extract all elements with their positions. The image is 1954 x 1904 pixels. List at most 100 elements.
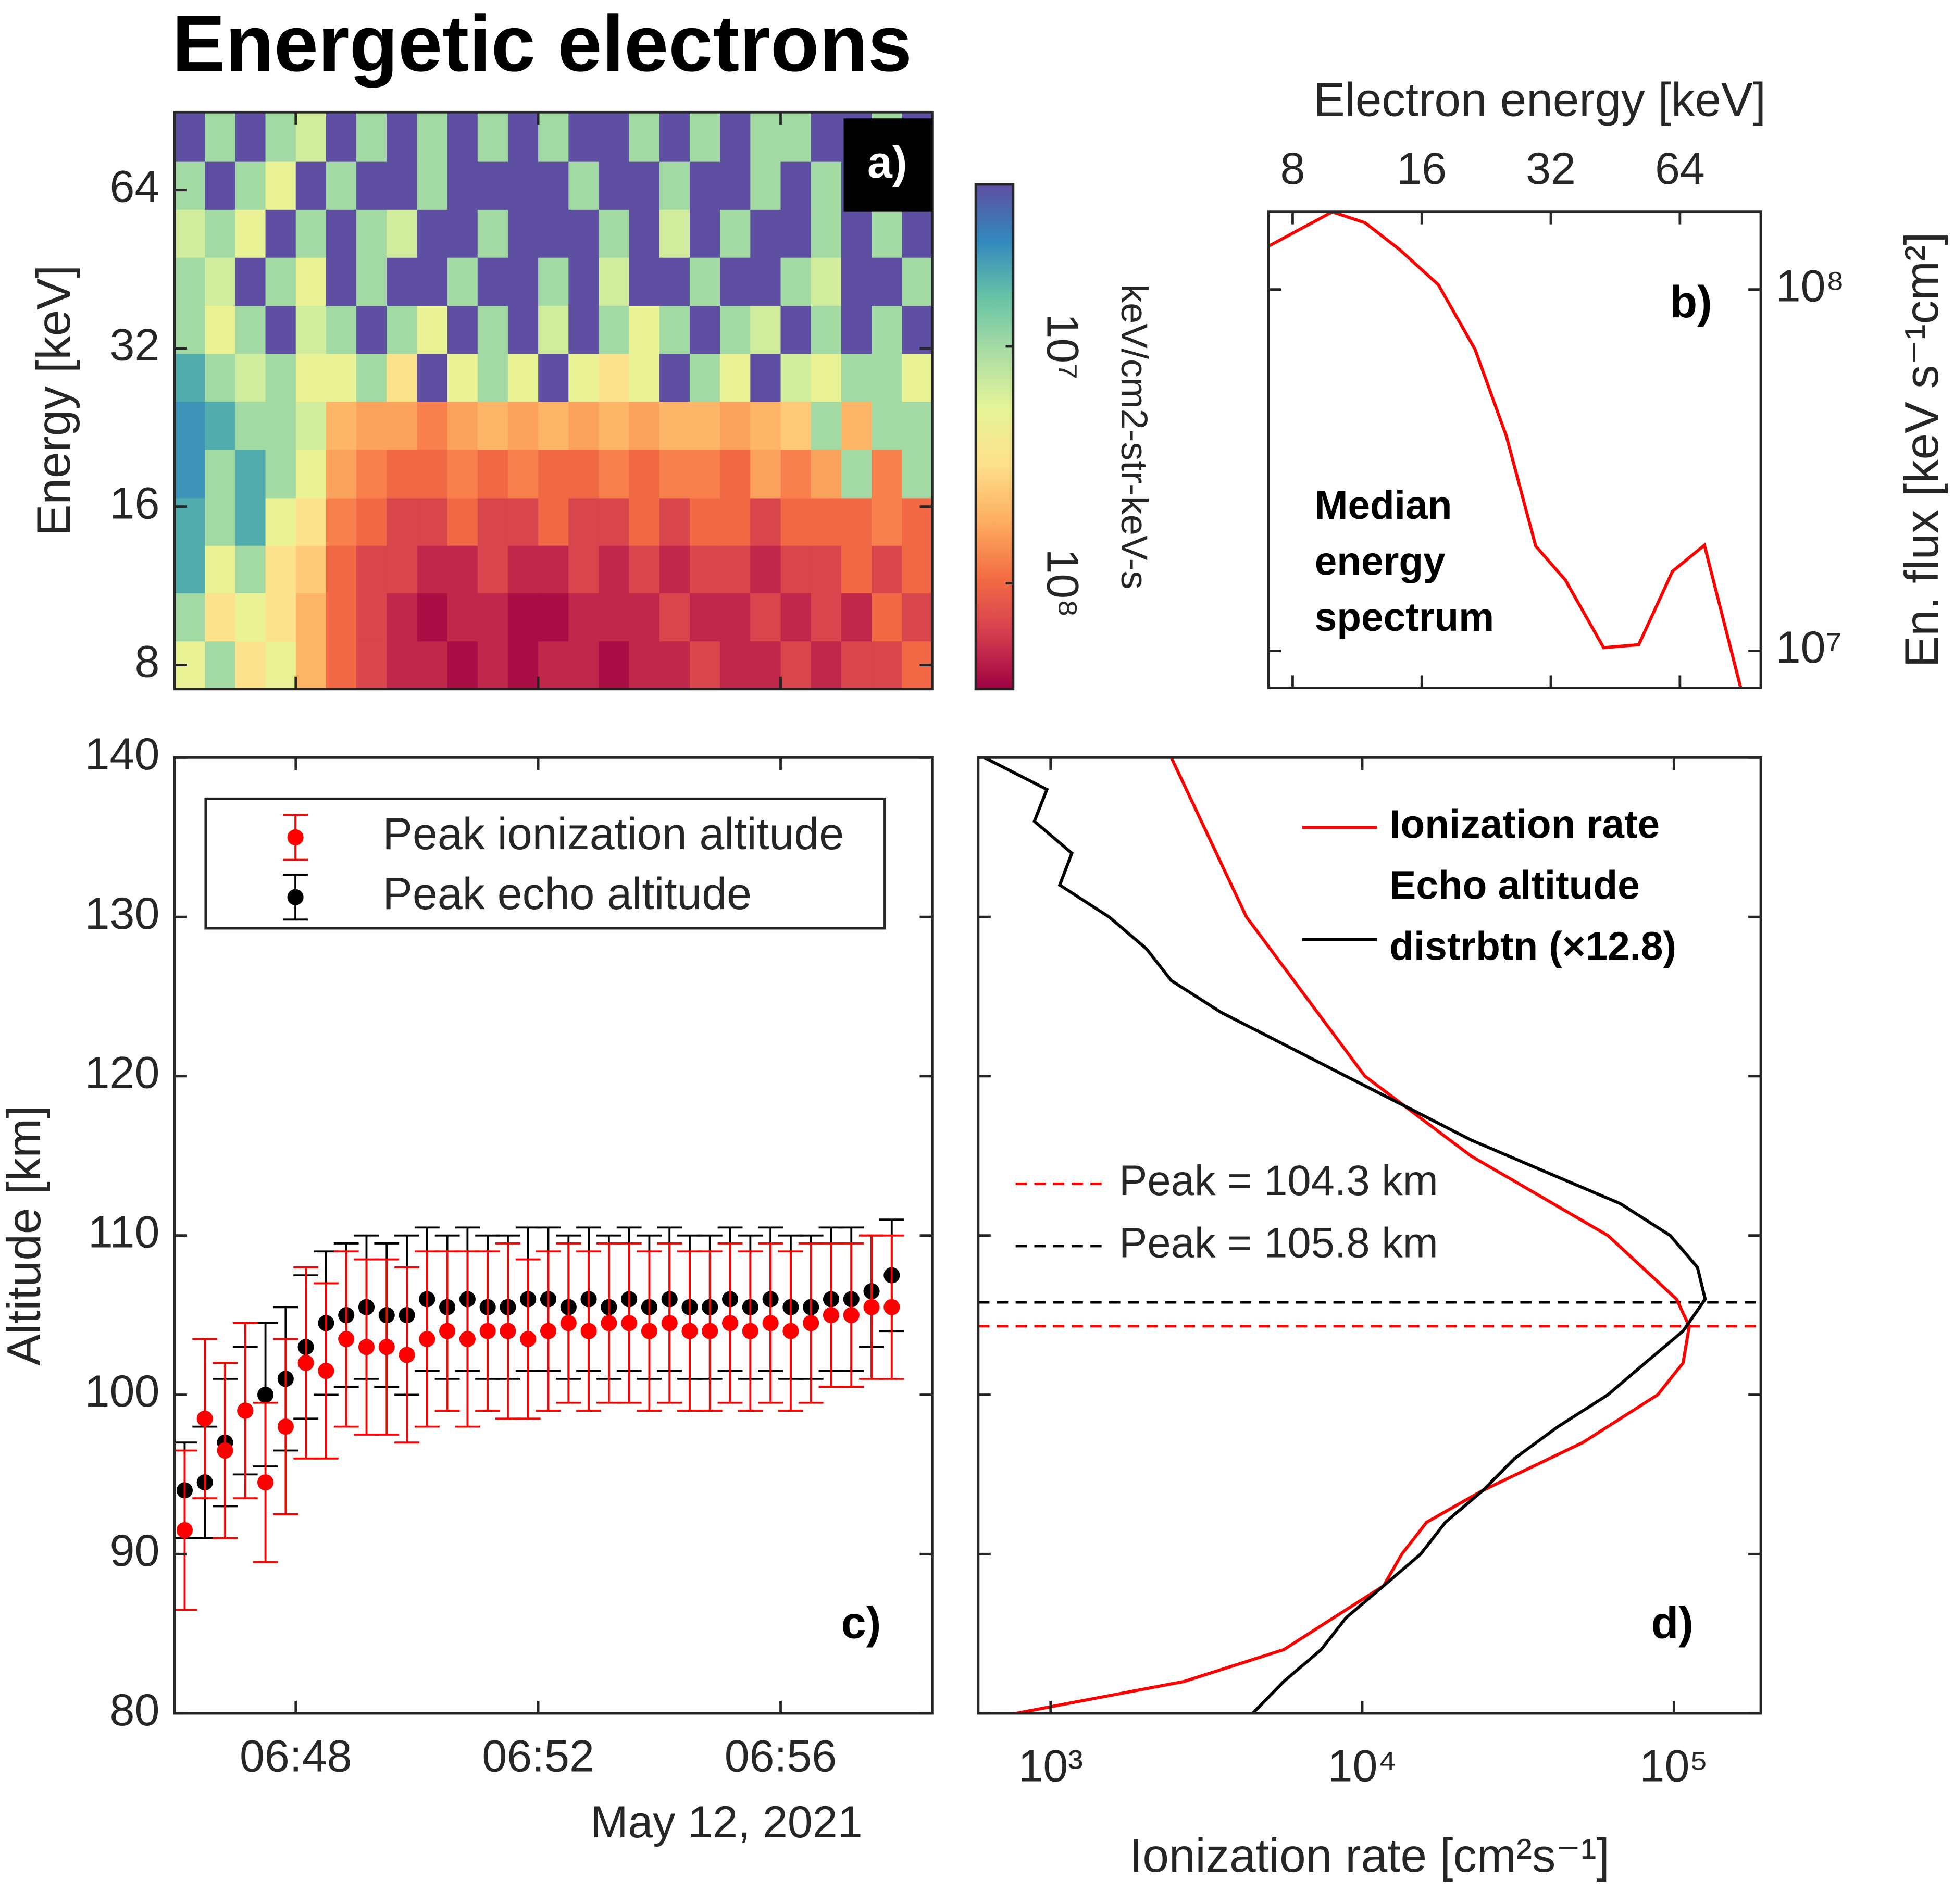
heatmap-cell	[507, 640, 539, 689]
data-point	[378, 1339, 395, 1355]
data-point	[722, 1315, 739, 1331]
data-point	[459, 1330, 476, 1347]
heatmap-cell	[356, 640, 388, 689]
heatmap-cell	[447, 401, 479, 450]
heatmap-cell	[689, 401, 721, 450]
data-point	[681, 1323, 698, 1339]
heatmap-cell	[205, 592, 236, 642]
heatmap-cell	[841, 209, 873, 258]
data-line	[984, 757, 1707, 1714]
heatmap-cell	[356, 449, 388, 499]
heatmap-cell	[689, 257, 721, 306]
heatmap-cell	[750, 209, 781, 258]
heatmap-cell	[175, 449, 206, 499]
data-point	[661, 1315, 678, 1331]
heatmap-cell	[872, 449, 903, 499]
heatmap-cell	[750, 640, 781, 689]
x-tick-label: 32	[1526, 144, 1576, 194]
data-point	[277, 1418, 294, 1435]
heatmap-cell	[841, 640, 873, 689]
heatmap-cell	[720, 497, 751, 546]
heatmap-cell	[872, 209, 903, 258]
heatmap-cell	[507, 592, 539, 642]
heatmap-cell	[477, 305, 509, 354]
heatmap-cell	[447, 545, 479, 593]
heatmap-cell	[295, 545, 327, 593]
heatmap-cell	[356, 113, 388, 162]
heatmap-cell	[811, 209, 842, 258]
data-line	[1015, 757, 1691, 1714]
heatmap-cell	[235, 209, 266, 258]
heatmap-cell	[477, 640, 509, 689]
heatmap-cell	[629, 545, 661, 593]
heatmap-cell	[568, 592, 600, 642]
heatmap-cell	[689, 353, 721, 402]
heatmap-cell	[205, 161, 236, 210]
heatmap-cell	[295, 257, 327, 306]
heatmap-cell	[265, 401, 297, 450]
heatmap-cell	[568, 305, 600, 354]
heatmap-cell	[356, 305, 388, 354]
x-axis-label: Electron energy [keV]	[1313, 74, 1766, 127]
heatmap-cell	[780, 353, 812, 402]
heatmap-cell	[780, 401, 812, 450]
heatmap-cell	[417, 257, 449, 306]
heatmap-cell	[265, 449, 297, 499]
heatmap-cell	[629, 161, 661, 210]
x-tick-label: 8	[1280, 144, 1305, 194]
heatmap-cell	[235, 113, 266, 162]
heatmap-cell	[659, 592, 691, 642]
heatmap-cell	[629, 209, 661, 258]
heatmap-cell	[780, 305, 812, 354]
heatmap-cell	[811, 497, 842, 546]
y-tick-label: 130	[85, 889, 160, 939]
heatmap-cell	[235, 401, 266, 450]
panel-label: c)	[841, 1598, 881, 1648]
heatmap-cell	[356, 161, 388, 210]
x-tick-label: 16	[1397, 144, 1447, 194]
heatmap-cell	[750, 545, 781, 593]
heatmap-cell	[356, 209, 388, 258]
legend-label: Peak echo altitude	[383, 869, 752, 919]
heatmap-cell	[235, 305, 266, 354]
heatmap-cell	[538, 209, 569, 258]
heatmap-cell	[417, 209, 449, 258]
heatmap-cell	[872, 305, 903, 354]
data-point	[399, 1347, 415, 1363]
heatmap-cell	[568, 161, 600, 210]
legend-label: Peak ionization altitude	[383, 809, 844, 859]
heatmap-cell	[568, 113, 600, 162]
heatmap-cell	[599, 592, 630, 642]
heatmap-cell	[295, 497, 327, 546]
heatmap-cell	[780, 497, 812, 546]
heatmap-cell	[659, 305, 691, 354]
heatmap-cell	[841, 545, 873, 593]
heatmap-cell	[477, 257, 509, 306]
heatmap-cell	[265, 305, 297, 354]
heatmap-cell	[447, 497, 479, 546]
heatmap-cell	[538, 353, 569, 402]
heatmap-cell	[265, 592, 297, 642]
heatmap-cell	[568, 401, 600, 450]
heatmap-cell	[538, 545, 569, 593]
heatmap-cell	[175, 161, 206, 210]
data-point	[621, 1315, 638, 1331]
heatmap-cell	[538, 592, 569, 642]
heatmap-cell	[356, 545, 388, 593]
data-point	[601, 1315, 617, 1331]
heatmap-cell	[629, 401, 661, 450]
heatmap-cell	[265, 353, 297, 402]
heatmap-cell	[720, 161, 751, 210]
heatmap-cell	[447, 640, 479, 689]
heatmap-cell	[387, 640, 418, 689]
heatmap-cell	[720, 545, 751, 593]
y-tick-label: 16	[110, 478, 160, 528]
data-point	[439, 1323, 456, 1339]
heatmap-cell	[750, 113, 781, 162]
data-point	[297, 1354, 314, 1371]
heatmap-cell	[205, 113, 236, 162]
legend-marker	[287, 829, 304, 845]
heatmap-cell	[902, 209, 932, 258]
heatmap-cell	[689, 592, 721, 642]
heatmap-cell	[356, 401, 388, 450]
